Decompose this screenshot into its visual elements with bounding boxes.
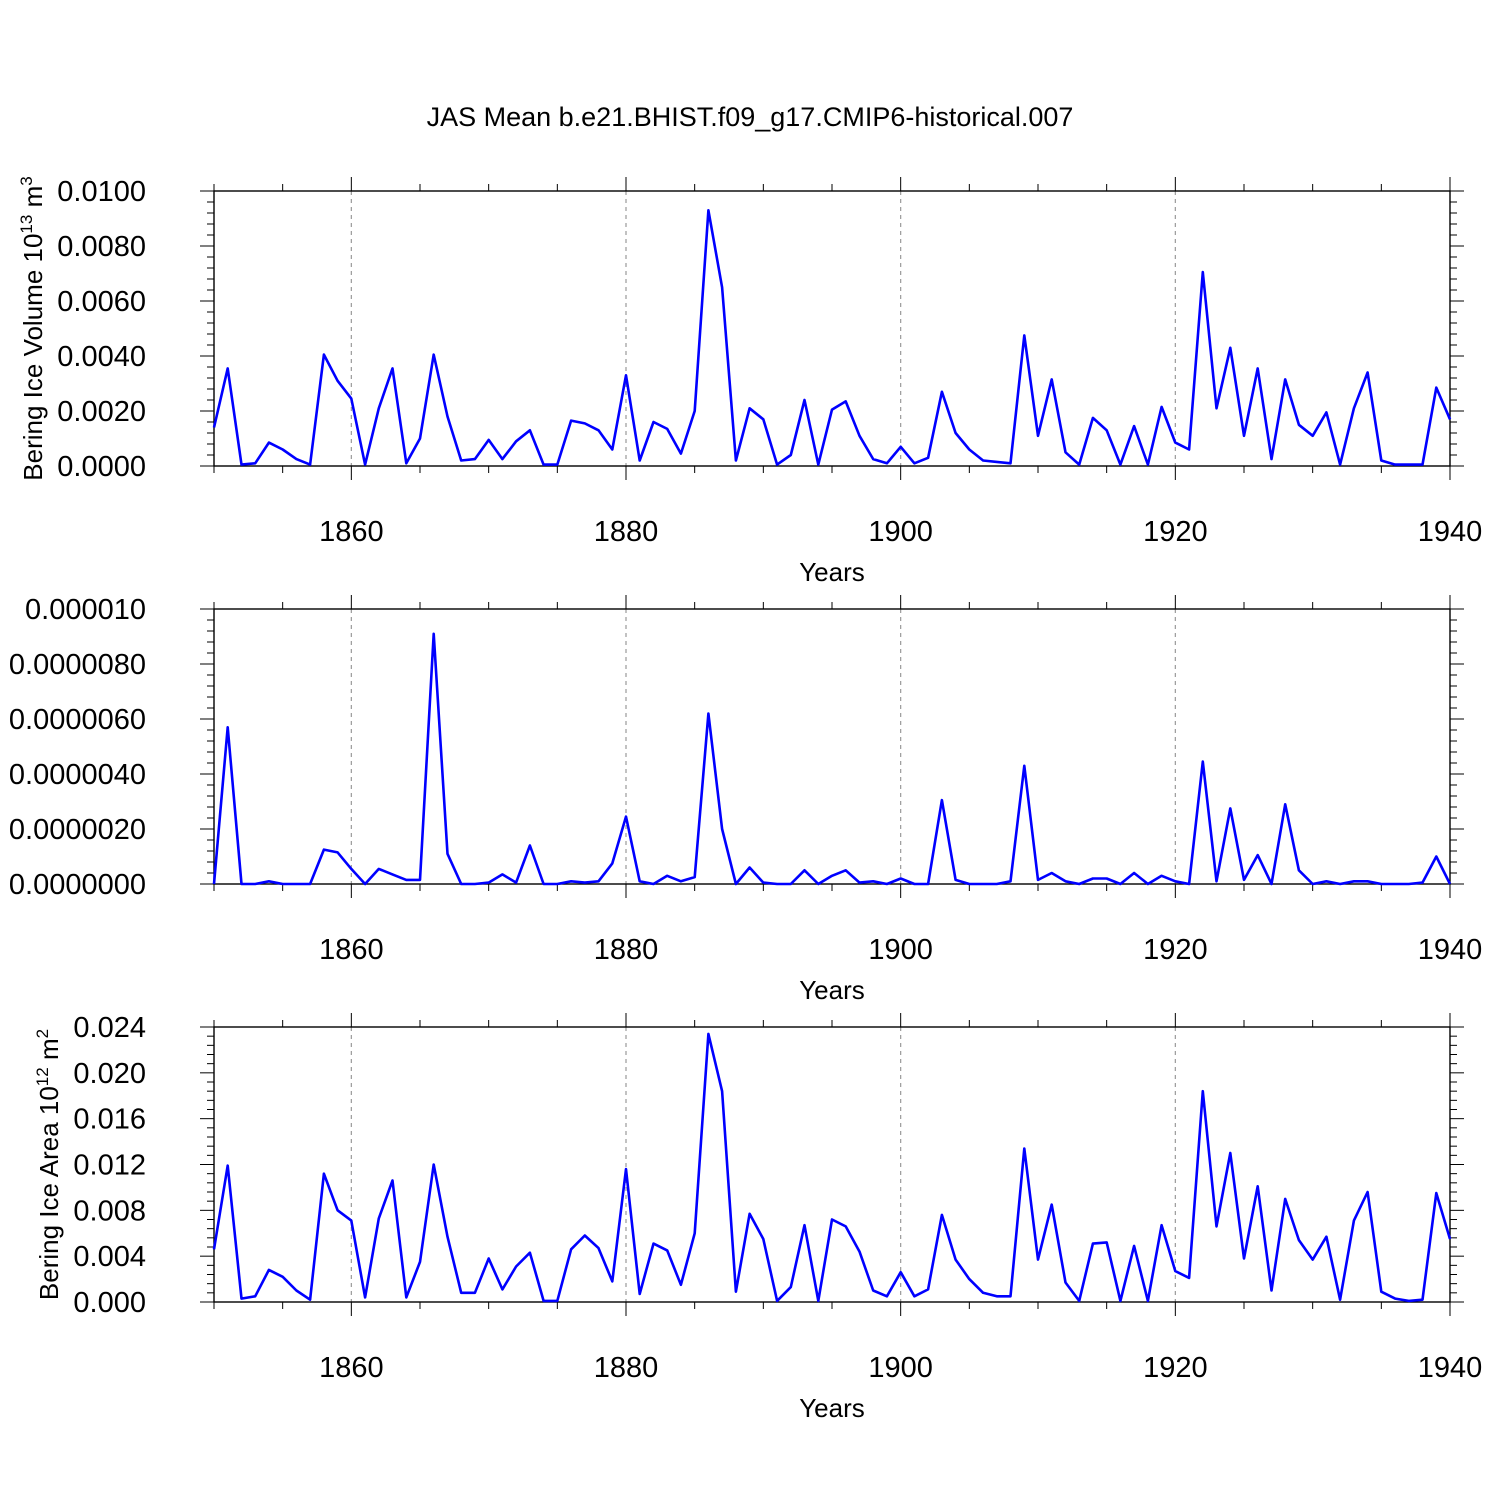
y-tick-label: 0.0000000 xyxy=(9,869,146,901)
y-tick-label: 0.000010 xyxy=(25,594,146,626)
series-line xyxy=(212,1032,1452,1303)
y-tick-label: 0.0000060 xyxy=(9,704,146,736)
y-tick-label: 0.0100 xyxy=(57,176,146,208)
x-tick-label: 1900 xyxy=(868,1352,933,1384)
y-tick-label: 0.0040 xyxy=(57,341,146,373)
x-axis-label: Years xyxy=(799,557,865,587)
x-tick-label: 1860 xyxy=(319,1352,384,1384)
y-tick-label: 0.000 xyxy=(73,1287,146,1319)
x-axis-label: Years xyxy=(799,975,865,1005)
x-tick-label: 1940 xyxy=(1418,934,1483,966)
y-tick-label: 0.0020 xyxy=(57,396,146,428)
x-tick-label: 1940 xyxy=(1418,1352,1483,1384)
y-tick-label: 0.020 xyxy=(73,1058,146,1090)
x-tick-label: 1900 xyxy=(868,934,933,966)
y-tick-label: 0.0000 xyxy=(57,451,146,483)
y-axis-label: Bering Ice Volume 1013 m3 xyxy=(17,176,48,480)
x-tick-label: 1920 xyxy=(1143,516,1208,548)
y-axis-label: Bering Ice Area 1012 m2 xyxy=(33,1029,64,1300)
y-tick-label: 0.024 xyxy=(73,1012,146,1044)
y-tick-label: 0.0000020 xyxy=(9,814,146,846)
series-line xyxy=(212,632,1452,886)
x-tick-label: 1880 xyxy=(594,934,659,966)
series-line xyxy=(212,209,1452,466)
y-tick-label: 0.0000080 xyxy=(9,649,146,681)
x-tick-label: 1860 xyxy=(319,516,384,548)
y-tick-label: 0.012 xyxy=(73,1150,146,1182)
x-tick-label: 1940 xyxy=(1418,516,1483,548)
plot-frame xyxy=(213,1026,1451,1303)
y-tick-label: 0.0080 xyxy=(57,231,146,263)
x-axis-label: Years xyxy=(799,1393,865,1423)
x-tick-label: 1880 xyxy=(594,516,659,548)
x-tick-label: 1920 xyxy=(1143,1352,1208,1384)
figure-title: JAS Mean b.e21.BHIST.f09_g17.CMIP6-histo… xyxy=(427,102,1074,132)
y-tick-label: 0.008 xyxy=(73,1195,146,1227)
y-tick-label: 0.004 xyxy=(73,1241,146,1273)
y-tick-label: 0.0000040 xyxy=(9,759,146,791)
x-tick-label: 1900 xyxy=(868,516,933,548)
x-tick-label: 1860 xyxy=(319,934,384,966)
x-tick-label: 1880 xyxy=(594,1352,659,1384)
y-tick-label: 0.0060 xyxy=(57,286,146,318)
y-tick-label: 0.016 xyxy=(73,1104,146,1136)
plot-frame xyxy=(213,608,1451,885)
x-tick-label: 1920 xyxy=(1143,934,1208,966)
